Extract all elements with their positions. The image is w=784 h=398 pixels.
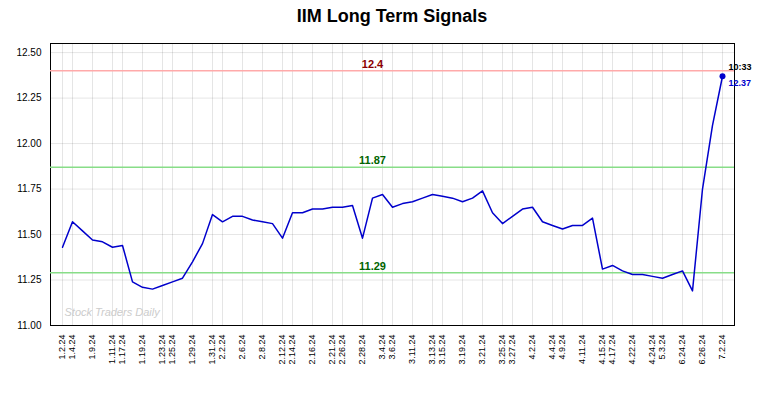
svg-text:3.4.24: 3.4.24 (377, 335, 387, 360)
svg-text:12.37: 12.37 (729, 78, 752, 88)
svg-text:12.4: 12.4 (362, 58, 384, 70)
svg-text:12.25: 12.25 (16, 92, 41, 103)
svg-text:4.15.24: 4.15.24 (597, 335, 607, 365)
svg-text:10:33: 10:33 (729, 62, 752, 72)
svg-text:2.16.24: 2.16.24 (307, 335, 317, 365)
svg-text:2.21.24: 2.21.24 (327, 335, 337, 365)
svg-text:1.9.24: 1.9.24 (87, 335, 97, 360)
svg-text:12.00: 12.00 (16, 138, 41, 149)
svg-text:1.11.24: 1.11.24 (107, 335, 117, 364)
svg-text:4.9.24: 4.9.24 (557, 335, 567, 360)
svg-text:3.19.24: 3.19.24 (457, 335, 467, 365)
svg-text:2.28.24: 2.28.24 (357, 335, 367, 365)
svg-text:4.2.24: 4.2.24 (527, 335, 537, 360)
svg-text:7.2.24: 7.2.24 (717, 335, 727, 360)
svg-text:2.8.24: 2.8.24 (257, 335, 267, 360)
svg-text:11.00: 11.00 (17, 320, 42, 331)
svg-text:3.15.24: 3.15.24 (437, 335, 447, 365)
svg-text:12.50: 12.50 (16, 47, 41, 58)
svg-text:1.31.24: 1.31.24 (207, 335, 217, 365)
svg-text:6.26.24: 6.26.24 (697, 335, 707, 365)
svg-text:2.26.24: 2.26.24 (337, 335, 347, 365)
svg-text:1.25.24: 1.25.24 (167, 335, 177, 365)
svg-text:11.29: 11.29 (359, 260, 386, 272)
svg-text:4.17.24: 4.17.24 (607, 335, 617, 365)
svg-text:1.29.24: 1.29.24 (187, 335, 197, 365)
svg-text:1.19.24: 1.19.24 (137, 335, 147, 365)
svg-text:2.14.24: 2.14.24 (287, 335, 297, 365)
svg-text:3.6.24: 3.6.24 (387, 335, 397, 360)
svg-text:4.4.24: 4.4.24 (547, 335, 557, 360)
svg-text:Stock Traders Daily: Stock Traders Daily (65, 306, 162, 318)
html-text:IIM Long Term Signals: IIM Long Term Signals (296, 6, 488, 26)
svg-text:3.11.24: 3.11.24 (407, 335, 417, 364)
svg-text:1.23.24: 1.23.24 (157, 335, 167, 365)
svg-text:5.3.24: 5.3.24 (657, 335, 667, 360)
svg-text:4.11.24: 4.11.24 (577, 335, 587, 364)
svg-text:3.27.24: 3.27.24 (507, 335, 517, 365)
svg-text:3.25.24: 3.25.24 (497, 335, 507, 365)
svg-text:6.24.24: 6.24.24 (677, 335, 687, 365)
svg-text:1.4.24: 1.4.24 (67, 335, 77, 360)
svg-text:11.25: 11.25 (17, 274, 42, 285)
svg-text:2.12.24: 2.12.24 (277, 335, 287, 365)
svg-text:4.24.24: 4.24.24 (647, 335, 657, 365)
svg-text:3.21.24: 3.21.24 (477, 335, 487, 365)
svg-text:1.17.24: 1.17.24 (117, 335, 127, 365)
svg-text:3.13.24: 3.13.24 (427, 335, 437, 365)
svg-text:11.50: 11.50 (17, 229, 42, 240)
svg-text:1.2.24: 1.2.24 (57, 335, 67, 360)
svg-text:2.2.24: 2.2.24 (217, 335, 227, 360)
svg-text:2.6.24: 2.6.24 (237, 335, 247, 360)
svg-text:4.22.24: 4.22.24 (627, 335, 637, 365)
svg-text:11.75: 11.75 (17, 183, 42, 194)
svg-text:11.87: 11.87 (359, 154, 386, 166)
